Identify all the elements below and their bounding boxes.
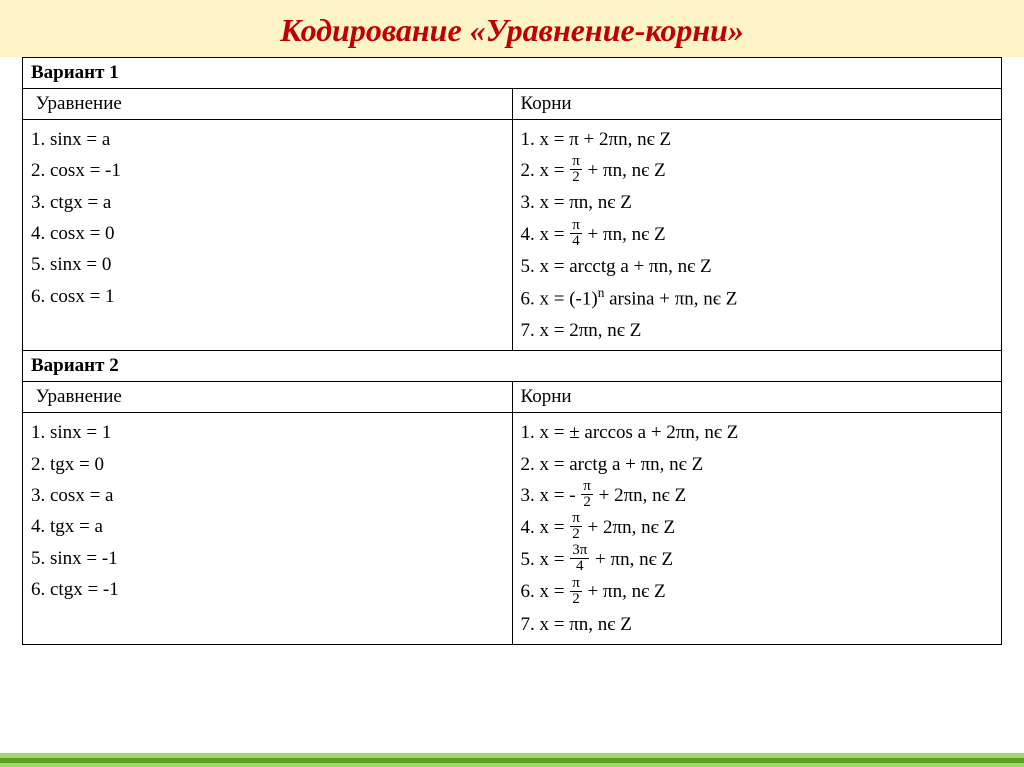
variant-1-label-row: Вариант 1 xyxy=(23,58,1002,89)
col-equation-header: Уравнение xyxy=(23,89,513,120)
variant-1-body-row: 1. sinx = a2. cosx = -13. ctgx = a4. cos… xyxy=(23,120,1002,351)
root-line: 6. x = (-1)n arsina + πn, nє Z xyxy=(521,282,994,315)
root-line: 2. x = π2 + πn, nє Z xyxy=(521,155,994,187)
variant-2-header-row: Уравнение Корни xyxy=(23,382,1002,413)
root-line: 7. x = 2πn, nє Z xyxy=(521,315,994,346)
variant-1-roots: 1. x = π + 2πn, nє Z2. x = π2 + πn, nє Z… xyxy=(512,120,1002,351)
variant-1-equations: 1. sinx = a2. cosx = -13. ctgx = a4. cos… xyxy=(23,120,513,351)
variant-2-equations: 1. sinx = 12. tgx = 03. cosx = a4. tgx =… xyxy=(23,413,513,645)
col-roots-header: Корни xyxy=(512,382,1002,413)
equation-line: 4. cosx = 0 xyxy=(31,218,504,249)
variant-1-label: Вариант 1 xyxy=(23,58,1002,89)
equation-line: 2. cosx = -1 xyxy=(31,155,504,186)
fraction: π2 xyxy=(570,511,582,542)
root-line: 5. x = arcctg a + πn, nє Z xyxy=(521,251,994,282)
equation-line: 3. ctgx = a xyxy=(31,187,504,218)
root-line: 1. x = ± arccos a + 2πn, nє Z xyxy=(521,417,994,448)
equation-line: 1. sinx = 1 xyxy=(31,417,504,448)
equation-line: 5. sinx = -1 xyxy=(31,543,504,574)
fraction: 3π4 xyxy=(570,543,589,574)
root-line: 3. x = πn, nє Z xyxy=(521,187,994,218)
fraction: π2 xyxy=(570,576,582,607)
equation-line: 5. sinx = 0 xyxy=(31,249,504,280)
variant-1-header-row: Уравнение Корни xyxy=(23,89,1002,120)
fraction: π2 xyxy=(570,154,582,185)
root-line: 1. x = π + 2πn, nє Z xyxy=(521,124,994,155)
fraction: π2 xyxy=(581,479,593,510)
equation-line: 3. cosx = a xyxy=(31,480,504,511)
root-line: 3. x = - π2 + 2πn, nє Z xyxy=(521,480,994,512)
variant-2-label-row: Вариант 2 xyxy=(23,351,1002,382)
root-line: 2. x = arctg a + πn, nє Z xyxy=(521,449,994,480)
col-roots-header: Корни xyxy=(512,89,1002,120)
root-line: 7. x = πn, nє Z xyxy=(521,609,994,640)
root-line: 6. x = π2 + πn, nє Z xyxy=(521,576,994,608)
equation-line: 6. ctgx = -1 xyxy=(31,574,504,605)
footer-decoration xyxy=(0,753,1024,767)
equation-line: 1. sinx = a xyxy=(31,124,504,155)
content-table: Вариант 1 Уравнение Корни 1. sinx = a2. … xyxy=(22,57,1002,645)
title-bar: Кодирование «Уравнение-корни» xyxy=(0,0,1024,57)
root-line: 5. x = 3π4 + πn, nє Z xyxy=(521,544,994,576)
variant-2-body-row: 1. sinx = 12. tgx = 03. cosx = a4. tgx =… xyxy=(23,413,1002,645)
equation-line: 6. cosx = 1 xyxy=(31,281,504,312)
variant-2-roots: 1. x = ± arccos a + 2πn, nє Z2. x = arct… xyxy=(512,413,1002,645)
root-line: 4. x = π2 + 2πn, nє Z xyxy=(521,512,994,544)
page-title: Кодирование «Уравнение-корни» xyxy=(0,12,1024,49)
col-equation-header: Уравнение xyxy=(23,382,513,413)
variant-2-label: Вариант 2 xyxy=(23,351,1002,382)
root-line: 4. x = π4 + πn, nє Z xyxy=(521,219,994,251)
equation-line: 4. tgx = a xyxy=(31,511,504,542)
equation-line: 2. tgx = 0 xyxy=(31,449,504,480)
fraction: π4 xyxy=(570,218,582,249)
